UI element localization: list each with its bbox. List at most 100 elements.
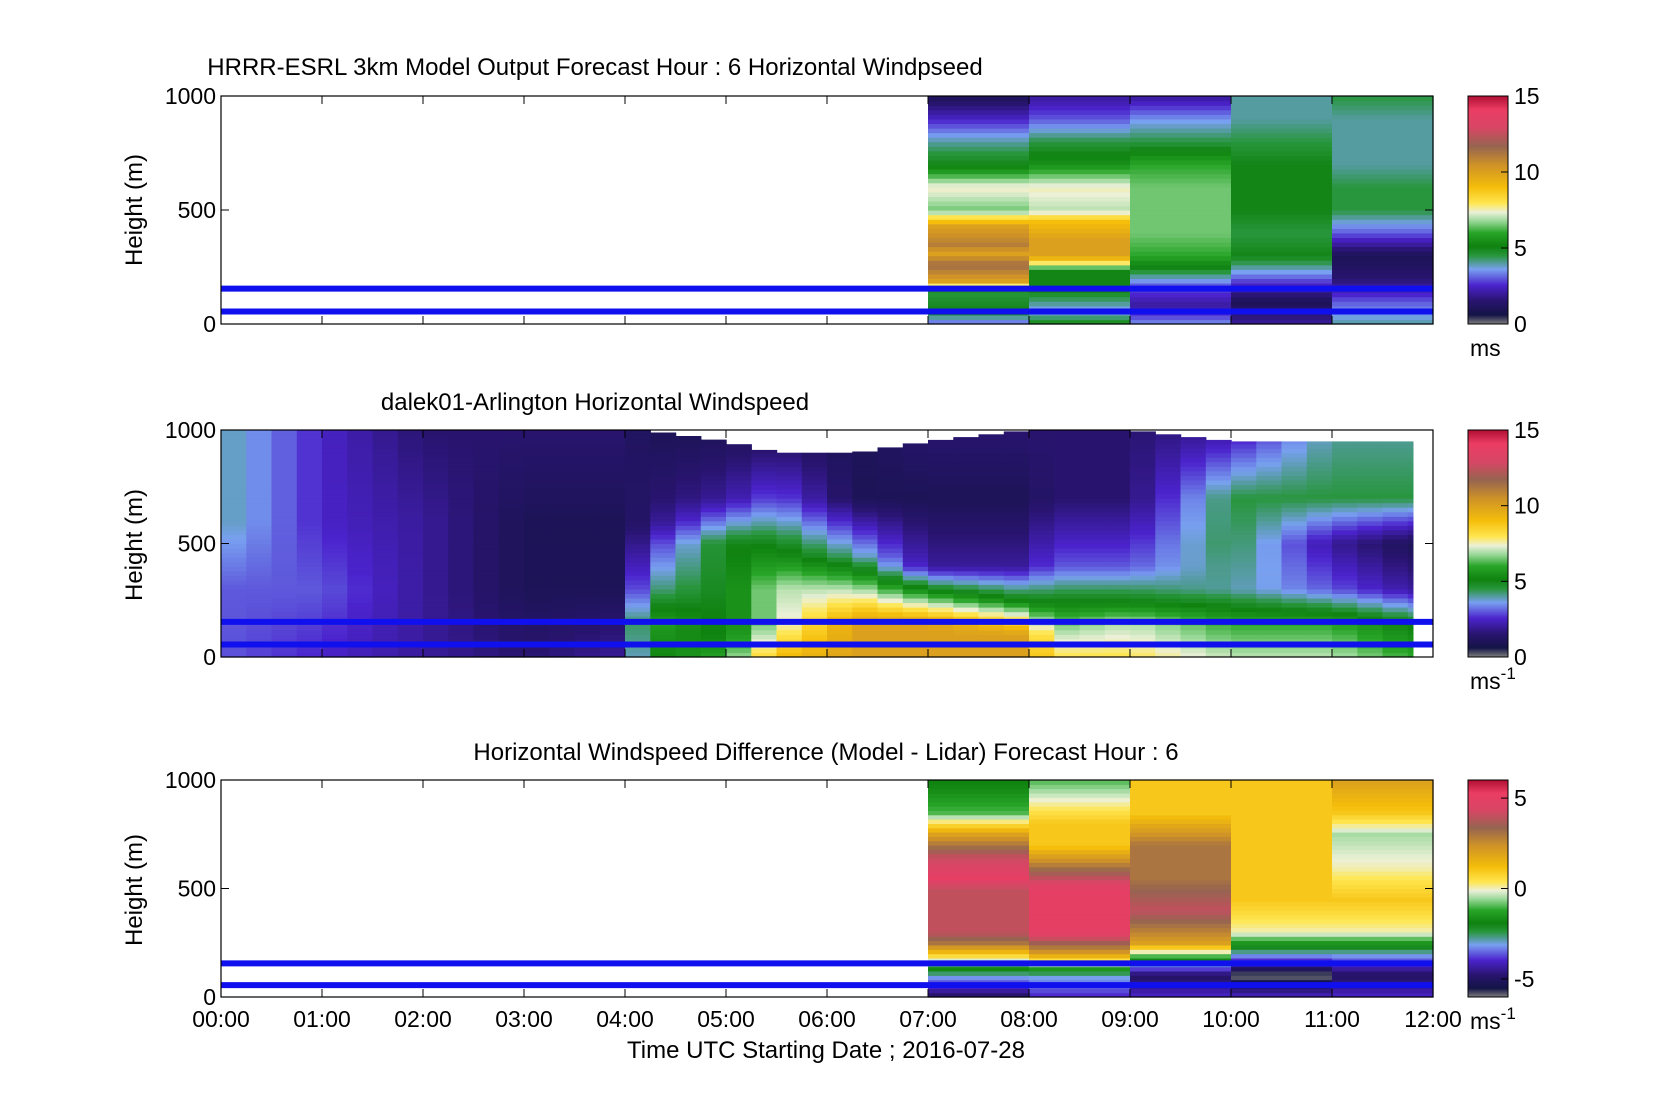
heatmap-cell <box>625 516 651 522</box>
heatmap-cell <box>524 466 550 472</box>
heatmap-cell <box>1231 931 1333 937</box>
heatmap-cell <box>271 529 298 535</box>
heatmap-cell <box>1332 96 1434 102</box>
heatmap-cell <box>852 575 879 581</box>
heatmap-cell <box>347 466 374 472</box>
heatmap-cell <box>1029 923 1131 929</box>
heatmap-cell <box>801 470 828 476</box>
heatmap-cell <box>423 479 449 485</box>
heatmap-cell <box>524 539 550 545</box>
heatmap-cell <box>978 625 1005 631</box>
heatmap-cell <box>271 461 298 467</box>
lidar-panel: dalek01-Arlington Horizontal Windspeed 0… <box>121 389 1540 694</box>
heatmap-cell <box>1054 493 1081 499</box>
heatmap-cell <box>776 593 803 599</box>
heatmap-cell <box>322 575 348 581</box>
heatmap-cell <box>372 529 399 535</box>
heatmap-cell <box>498 529 525 535</box>
heatmap-cell <box>1231 457 1257 463</box>
heatmap-cell <box>1130 853 1232 859</box>
heatmap-cell <box>1180 539 1207 545</box>
heatmap-cell <box>953 475 980 481</box>
heatmap-cell <box>751 516 778 522</box>
heatmap-cell <box>1130 918 1232 924</box>
heatmap-cell <box>1231 892 1333 898</box>
heatmap-cell <box>1029 498 1055 504</box>
heatmap-cell <box>448 502 475 508</box>
heatmap-cell <box>1155 584 1182 590</box>
heatmap-cell <box>1130 205 1232 211</box>
heatmap-cell <box>700 602 727 608</box>
heatmap-cell <box>473 511 500 517</box>
heatmap-cell <box>1382 489 1409 495</box>
heatmap-cell <box>246 561 273 567</box>
heatmap-cell <box>1306 584 1333 590</box>
heatmap-cell <box>675 584 702 590</box>
heatmap-cell <box>1332 146 1434 152</box>
heatmap-cell <box>1003 611 1030 617</box>
heatmap-cell <box>1306 448 1333 454</box>
heatmap-cell <box>549 652 576 658</box>
heatmap-cell <box>221 439 247 445</box>
heatmap-cell <box>574 507 601 513</box>
heatmap-cell <box>322 566 348 572</box>
heatmap-cell <box>1029 552 1055 558</box>
heatmap-cell <box>498 625 525 631</box>
heatmap-cell <box>1029 647 1055 653</box>
heatmap-cell <box>1281 561 1308 567</box>
heatmap-cell <box>1180 520 1207 526</box>
heatmap-cell <box>726 557 752 563</box>
heatmap-cell <box>827 557 853 563</box>
heatmap-cell <box>599 475 626 481</box>
heatmap-cell <box>1281 498 1308 504</box>
heatmap-cell <box>372 461 399 467</box>
heatmap-cell <box>902 593 929 599</box>
heatmap-cell <box>322 434 348 440</box>
heatmap-cell <box>928 452 954 458</box>
heatmap-cell <box>953 443 980 449</box>
heatmap-cell <box>1231 273 1333 279</box>
heatmap-cell <box>1357 470 1384 476</box>
heatmap-cell <box>448 616 475 622</box>
heatmap-cell <box>1407 602 1414 608</box>
heatmap-cell <box>599 484 626 490</box>
heatmap-cell <box>271 647 298 653</box>
heatmap-cell <box>599 647 626 653</box>
heatmap-cell <box>928 897 1030 903</box>
heatmap-cell <box>1332 806 1434 811</box>
heatmap-cell <box>928 806 1030 811</box>
heatmap-cell <box>549 566 576 572</box>
heatmap-cell <box>1407 507 1414 513</box>
heatmap-cell <box>776 652 803 658</box>
heatmap-cell <box>524 502 550 508</box>
heatmap-cell <box>1231 223 1333 229</box>
heatmap-cell <box>1357 634 1384 640</box>
heatmap-cell <box>902 607 929 613</box>
heatmap-cell <box>928 159 1030 165</box>
heatmap-cell <box>928 470 954 476</box>
heatmap-cell <box>953 625 980 631</box>
x-tick-label: 10:00 <box>1202 1006 1260 1032</box>
heatmap-cell <box>1231 191 1333 197</box>
heatmap-cell <box>1281 529 1308 535</box>
heatmap-cell <box>1231 866 1333 872</box>
heatmap-cell <box>928 832 1030 837</box>
heatmap-cell <box>1079 634 1106 640</box>
heatmap-cell <box>1382 461 1409 467</box>
heatmap-cell <box>347 502 374 508</box>
heatmap-cell <box>877 493 904 499</box>
heatmap-cell <box>524 638 550 644</box>
heatmap-cell <box>397 489 424 495</box>
heatmap-cell <box>726 634 752 640</box>
heatmap-cell <box>1029 205 1131 211</box>
heatmap-cell <box>296 625 323 631</box>
heatmap-cell <box>1029 814 1131 820</box>
heatmap-cell <box>1256 443 1283 449</box>
heatmap-cell <box>1003 539 1030 545</box>
heatmap-cell <box>1180 647 1207 653</box>
heatmap-cell <box>498 588 525 594</box>
heatmap-cell <box>221 638 247 644</box>
heatmap-cell <box>322 520 348 526</box>
heatmap-cell <box>397 611 424 617</box>
heatmap-cell <box>877 584 904 590</box>
